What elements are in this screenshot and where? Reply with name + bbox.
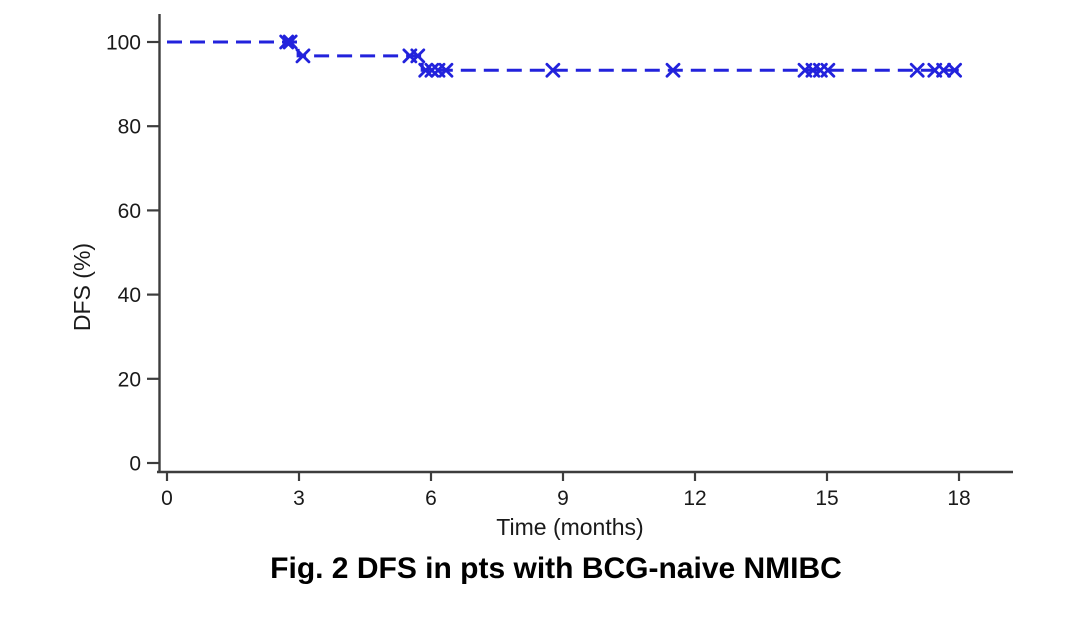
- y-tick-label: 40: [118, 284, 141, 307]
- censor-x-icon: [438, 62, 454, 78]
- y-tick-label: 100: [106, 32, 141, 55]
- censor-x-icon: [545, 62, 561, 78]
- y-axis-title: DFS (%): [69, 243, 95, 331]
- x-tick-label: 0: [161, 487, 173, 510]
- km-step-line: [167, 40, 959, 72]
- censor-x-icon: [665, 62, 681, 78]
- x-tick-label: 9: [557, 487, 569, 510]
- x-axis-title: Time (months): [496, 514, 643, 540]
- figure-caption: Fig. 2 DFS in pts with BCG-naive NMIBC: [270, 552, 842, 585]
- x-tick-label: 3: [293, 487, 305, 510]
- censor-x-icon: [282, 34, 298, 50]
- censor-marks: [279, 34, 962, 78]
- y-axis: 0 20 40 60 80 100 DFS (%): [69, 14, 161, 476]
- y-tick-label: 0: [129, 453, 141, 476]
- x-tick-label: 12: [683, 487, 706, 510]
- censor-x-icon: [295, 48, 311, 64]
- x-tick-label: 15: [815, 487, 838, 510]
- y-tick-label: 20: [118, 368, 141, 391]
- censor-x-icon: [936, 62, 951, 78]
- censor-x-icon: [947, 62, 962, 78]
- censor-x-icon: [820, 62, 836, 78]
- censor-x-icon: [279, 34, 295, 50]
- x-axis: 0 3 6 9 12 15 18 Time (months): [157, 470, 1013, 540]
- x-tick-label: 6: [425, 487, 437, 510]
- y-tick-label: 60: [118, 200, 141, 223]
- y-tick-label: 80: [118, 116, 141, 139]
- survival-curve: [167, 40, 959, 72]
- x-tick-label: 18: [947, 487, 970, 510]
- censor-x-icon: [410, 48, 426, 64]
- censor-x-icon: [909, 62, 925, 78]
